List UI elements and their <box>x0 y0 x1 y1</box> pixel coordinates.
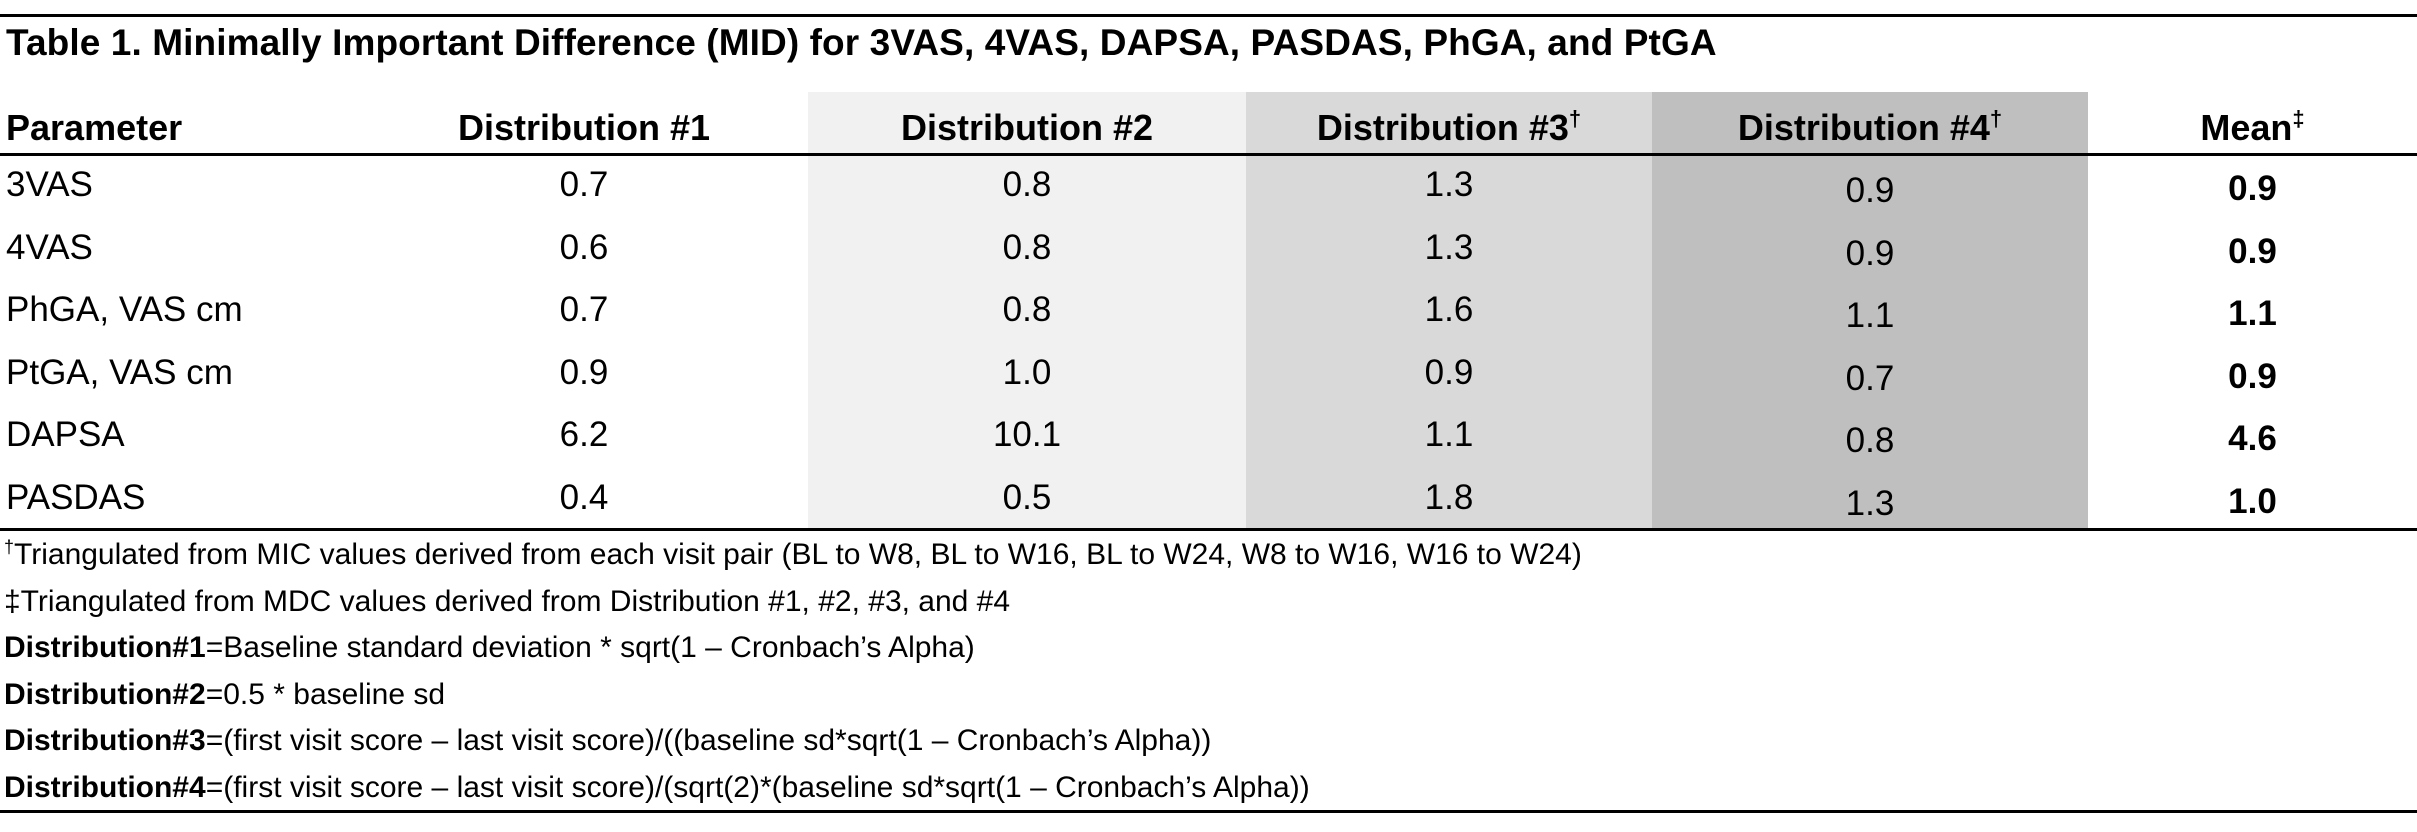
cell-distribution-1: 0.7 <box>559 290 609 329</box>
table-row: PhGA, VAS cm 0.7 0.8 1.6 1.1 1.1 <box>0 281 2417 344</box>
cell-distribution-4: 1.1 <box>1845 296 1895 335</box>
cell-distribution-4: 0.9 <box>1845 171 1895 210</box>
footnote-distribution-1-text: =Baseline standard deviation * sqrt(1 – … <box>205 631 975 664</box>
footnote-double-dagger-text: ‡Triangulated from MDC values derived fr… <box>4 584 1011 618</box>
double-dagger-mark: ‡ <box>2292 106 2305 131</box>
footnote-double-dagger: ‡Triangulated from MDC values derived fr… <box>4 579 1582 626</box>
header-mean-label: Mean <box>2200 107 2293 148</box>
footnote-distribution-2: Distribution#2=0.5 * baseline sd <box>4 672 1582 719</box>
cell-distribution-1: 6.2 <box>559 415 609 454</box>
cell-parameter: DAPSA <box>6 415 125 454</box>
footnote-distribution-4: Distribution#4=(first visit score – last… <box>4 765 1582 812</box>
footnote-distribution-3: Distribution#3=(first visit score – last… <box>4 718 1582 765</box>
cell-distribution-1: 0.9 <box>559 352 609 392</box>
table-footnotes: †Triangulated from MIC values derived fr… <box>4 532 1582 811</box>
table-title: Table 1. Minimally Important Difference … <box>6 22 1717 63</box>
footnote-distribution-4-text: =(first visit score – last visit score)/… <box>205 770 1310 804</box>
table-row: PASDAS 0.4 0.5 1.8 1.3 1.0 <box>0 469 2417 532</box>
cell-distribution-4: 1.3 <box>1845 483 1895 523</box>
cell-distribution-2: 0.8 <box>1002 227 1052 267</box>
header-distribution-1: Distribution #1 <box>457 107 711 148</box>
footnote-distribution-3-label: Distribution#3 <box>4 724 206 757</box>
body-rule <box>0 528 2417 531</box>
footnote-distribution-4-label: Distribution#4 <box>4 770 206 804</box>
cell-distribution-3: 1.3 <box>1424 165 1474 204</box>
cell-distribution-2: 0.5 <box>1002 477 1052 517</box>
footnote-distribution-2-text: =0.5 * baseline sd <box>205 677 446 711</box>
header-distribution-2: Distribution #2 <box>900 107 1154 148</box>
cell-mean: 1.1 <box>2228 294 2277 333</box>
cell-mean: 0.9 <box>2228 169 2277 208</box>
cell-mean: 0.9 <box>2228 231 2277 271</box>
footnote-distribution-2-label: Distribution#2 <box>4 677 206 711</box>
distribution-3-column-shade <box>1246 92 1652 528</box>
cell-mean: 0.9 <box>2228 356 2277 396</box>
cell-distribution-1: 0.4 <box>559 477 609 517</box>
footnote-distribution-1: Distribution#1=Baseline standard deviati… <box>4 625 1582 672</box>
footnote-distribution-1-label: Distribution#1 <box>4 631 206 664</box>
header-rule <box>0 153 2417 156</box>
cell-distribution-4: 0.7 <box>1845 358 1895 398</box>
cell-distribution-3: 1.8 <box>1424 477 1474 517</box>
distribution-2-column-shade <box>808 92 1246 528</box>
dagger-mark: † <box>1989 106 2003 131</box>
footnote-distribution-3-text: =(first visit score – last visit score)/… <box>205 724 1212 757</box>
cell-parameter: PtGA, VAS cm <box>6 352 233 392</box>
table-row: 4VAS 0.6 0.8 1.3 0.9 0.9 <box>0 219 2417 282</box>
table-row: 3VAS 0.7 0.8 1.3 0.9 0.9 <box>0 156 2417 219</box>
table-body: 3VAS 0.7 0.8 1.3 0.9 0.9 4VAS 0.6 0.8 1.… <box>0 156 2417 531</box>
header-parameter: Parameter <box>6 107 183 148</box>
cell-parameter: 3VAS <box>6 165 93 204</box>
cell-distribution-4: 0.8 <box>1845 421 1895 460</box>
cell-distribution-2: 1.0 <box>1002 352 1052 392</box>
header-distribution-4-label: Distribution #4 <box>1737 107 1990 148</box>
cell-mean: 1.0 <box>2228 481 2277 521</box>
bottom-rule <box>0 810 2417 813</box>
header-distribution-4: Distribution #4† <box>1652 104 2088 152</box>
table-row: DAPSA 6.2 10.1 1.1 0.8 4.6 <box>0 406 2417 469</box>
cell-parameter: PhGA, VAS cm <box>6 290 243 329</box>
cell-distribution-2: 10.1 <box>992 415 1062 454</box>
cell-distribution-1: 0.7 <box>559 165 609 204</box>
cell-distribution-4: 0.9 <box>1845 233 1895 273</box>
cell-distribution-3: 1.3 <box>1424 227 1474 267</box>
top-rule <box>0 14 2417 17</box>
header-mean: Mean‡ <box>2088 104 2417 152</box>
dagger-mark: † <box>1568 106 1582 131</box>
distribution-4-column-shade <box>1652 92 2088 528</box>
table-row: PtGA, VAS cm 0.9 1.0 0.9 0.7 0.9 <box>0 344 2417 407</box>
header-distribution-3: Distribution #3† <box>1246 104 1652 152</box>
footnote-dagger: †Triangulated from MIC values derived fr… <box>4 532 1582 579</box>
footnote-dagger-text: Triangulated from MIC values derived fro… <box>14 538 1582 571</box>
cell-mean: 4.6 <box>2228 419 2277 458</box>
dagger-mark: † <box>4 537 15 557</box>
cell-distribution-3: 1.6 <box>1424 290 1474 329</box>
header-distribution-3-label: Distribution #3 <box>1316 107 1569 148</box>
cell-parameter: 4VAS <box>6 227 93 267</box>
cell-distribution-2: 0.8 <box>1002 165 1052 204</box>
cell-distribution-3: 0.9 <box>1424 352 1474 392</box>
cell-distribution-3: 1.1 <box>1424 415 1474 454</box>
cell-distribution-1: 0.6 <box>559 227 609 267</box>
cell-parameter: PASDAS <box>6 477 146 517</box>
cell-distribution-2: 0.8 <box>1002 290 1052 329</box>
